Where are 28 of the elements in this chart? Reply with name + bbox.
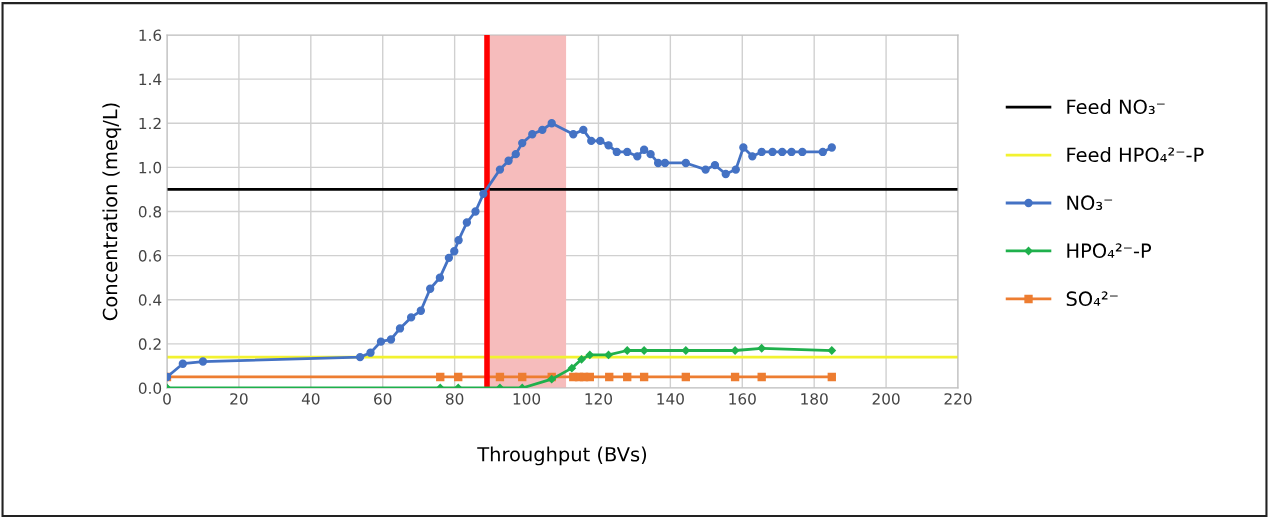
x-axis-title: Throughput (BVs) <box>477 446 647 466</box>
x-tick-label: 160 <box>729 393 756 405</box>
legend-label: Feed NO₃⁻ <box>1067 99 1165 115</box>
x-tick-label: 140 <box>657 393 684 405</box>
y-tick-label: 1.4 <box>139 73 162 85</box>
y-axis-title: Concentration (meq/L) <box>102 103 122 321</box>
y-tick-label: 1.6 <box>139 29 162 42</box>
x-tick-label: 0 <box>163 393 171 405</box>
legend-label: Feed HPO₄²⁻-P <box>1067 147 1204 163</box>
y-tick-label: 0.6 <box>138 250 162 262</box>
y-tick-label: 0.8 <box>138 205 162 218</box>
x-tick-label: 100 <box>513 393 541 405</box>
x-tick-label: 60 <box>374 393 392 405</box>
y-tick-label: 1.2 <box>139 117 161 130</box>
x-tick-label: 120 <box>585 393 613 405</box>
y-tick-label: 0.2 <box>138 338 161 350</box>
y-tick-label: 0.0 <box>138 382 162 395</box>
x-tick-label: 80 <box>445 393 464 405</box>
legend-label: NO₃⁻ <box>1067 195 1113 211</box>
y-tick-label: 0.4 <box>138 294 162 306</box>
x-tick-label: 180 <box>801 393 828 405</box>
x-tick-label: 40 <box>301 393 320 405</box>
legend-label: HPO₄²⁻-P <box>1067 243 1152 259</box>
x-tick-label: 200 <box>872 393 900 405</box>
x-tick-label: 20 <box>230 393 248 405</box>
y-tick-label: 1.0 <box>139 161 162 174</box>
x-tick-label: 220 <box>944 393 972 405</box>
legend-label: SO₄²⁻ <box>1066 291 1118 307</box>
